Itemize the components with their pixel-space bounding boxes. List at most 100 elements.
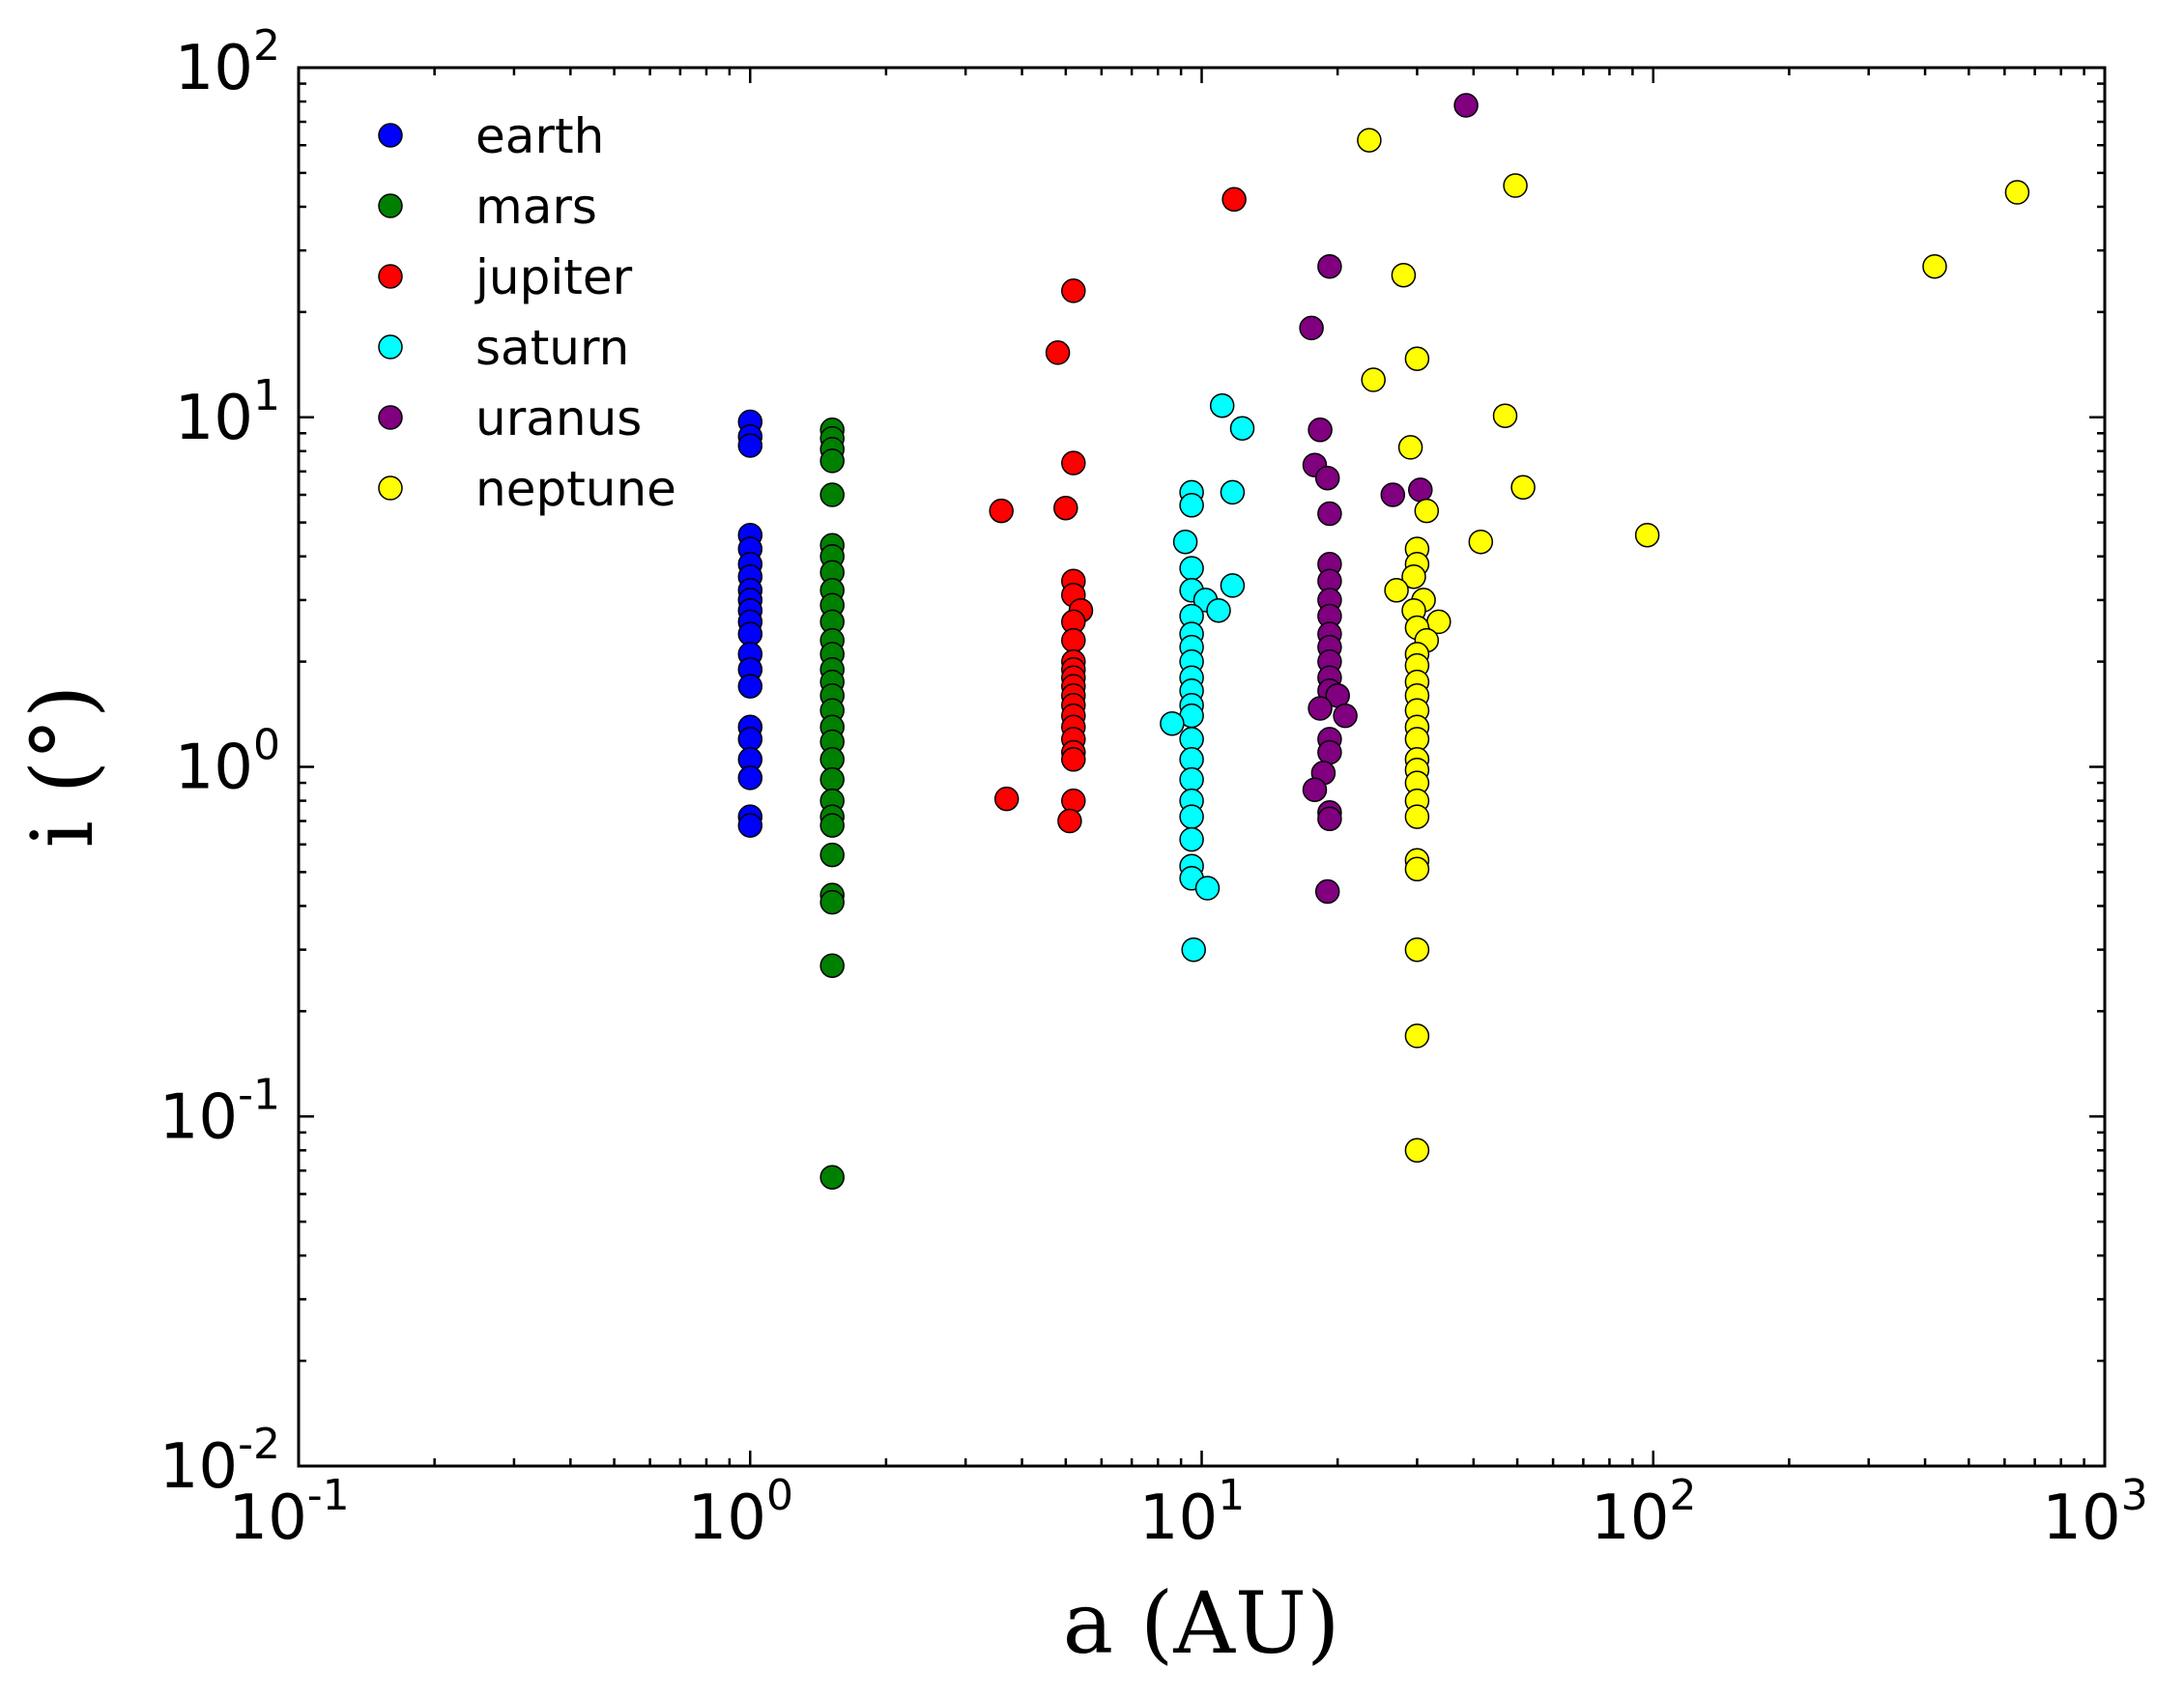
y-tick-label: 101 (175, 371, 280, 454)
point-jupiter (1061, 747, 1086, 772)
point-uranus (1299, 315, 1324, 341)
legend-marker-saturn (378, 334, 403, 360)
point-jupiter (1053, 495, 1078, 521)
point-jupiter (1061, 627, 1086, 653)
y-tick-label: 10-2 (159, 1420, 280, 1503)
legend-label-neptune: neptune (475, 461, 676, 517)
x-axis-label: a (AU) (1063, 1573, 1340, 1673)
point-neptune (1397, 435, 1423, 460)
legend-label-mars: mars (475, 179, 597, 235)
x-tick-label: 10-1 (228, 1471, 349, 1554)
plot-frame (297, 66, 2107, 1468)
legend-label-jupiter: jupiter (474, 249, 633, 305)
point-jupiter (1061, 450, 1086, 475)
point-neptune (1404, 1137, 1430, 1164)
data-points (737, 93, 2030, 1190)
legend-marker-earth (378, 123, 403, 148)
point-neptune (1404, 856, 1430, 882)
point-saturn (1181, 936, 1206, 963)
point-earth (737, 813, 763, 838)
point-earth (737, 674, 763, 699)
point-uranus (1317, 806, 1342, 832)
point-uranus (1317, 501, 1342, 527)
legend-marker-uranus (378, 405, 403, 430)
x-tick-label: 100 (688, 1471, 793, 1554)
point-neptune (1361, 367, 1386, 392)
point-uranus (1314, 465, 1340, 491)
point-neptune (1510, 475, 1536, 501)
point-mars (819, 448, 845, 474)
legend-marker-mars (378, 193, 403, 218)
point-saturn (1194, 876, 1221, 901)
point-uranus (1380, 482, 1406, 507)
point-neptune (1492, 403, 1518, 428)
point-neptune (1414, 498, 1440, 524)
point-neptune (1384, 578, 1409, 603)
x-tick-label: 101 (1139, 1471, 1245, 1554)
point-saturn (1179, 493, 1204, 518)
point-mars (819, 1165, 845, 1190)
legend-label-earth: earth (475, 108, 604, 164)
point-jupiter (1061, 788, 1086, 814)
point-saturn (1220, 573, 1246, 598)
point-saturn (1206, 597, 1231, 623)
point-jupiter (1061, 278, 1086, 303)
x-tick-label: 103 (2042, 1471, 2147, 1554)
point-uranus (1302, 777, 1328, 802)
point-mars (819, 842, 845, 868)
point-saturn (1172, 529, 1198, 555)
point-mars (819, 953, 845, 978)
x-tick-label: 102 (1591, 1471, 1696, 1554)
legend-label-uranus: uranus (475, 390, 642, 446)
point-neptune (1404, 804, 1430, 829)
point-uranus (1408, 477, 1433, 503)
point-uranus (1308, 696, 1333, 721)
point-neptune (1634, 522, 1660, 548)
point-jupiter (993, 786, 1020, 812)
point-saturn (1209, 392, 1235, 418)
point-neptune (2004, 180, 2030, 205)
legend-marker-jupiter (378, 264, 403, 289)
point-uranus (1314, 878, 1340, 905)
point-uranus (1333, 703, 1358, 729)
point-mars (819, 482, 845, 507)
point-saturn (1179, 804, 1204, 829)
point-saturn (1179, 766, 1204, 792)
y-tick-label: 100 (175, 721, 280, 804)
point-saturn (1220, 479, 1246, 505)
point-neptune (1404, 346, 1430, 371)
point-uranus (1453, 93, 1479, 118)
y-tick-label: 102 (175, 21, 280, 104)
point-mars (819, 889, 845, 915)
point-neptune (1401, 563, 1426, 590)
point-saturn (1229, 416, 1255, 441)
point-earth (737, 765, 763, 791)
point-neptune (1404, 1023, 1430, 1049)
y-tick-label: 10-1 (159, 1070, 280, 1153)
y-axis-label: i (°) (13, 685, 112, 849)
point-mars (819, 813, 845, 838)
point-saturn (1160, 710, 1185, 736)
point-jupiter (1221, 187, 1247, 213)
legend-label-saturn: saturn (475, 320, 629, 376)
legend-marker-neptune (378, 475, 403, 501)
point-neptune (1922, 253, 1947, 279)
point-uranus (1317, 253, 1342, 279)
point-neptune (1391, 262, 1417, 288)
point-uranus (1317, 739, 1342, 765)
point-jupiter (989, 498, 1014, 524)
point-saturn (1179, 556, 1204, 581)
legend: earth mars jupiter saturn uranus neptune (378, 108, 676, 517)
point-saturn (1179, 826, 1204, 852)
point-uranus (1308, 417, 1333, 443)
point-mars (819, 766, 845, 792)
point-jupiter (1045, 340, 1071, 365)
point-earth (737, 433, 763, 458)
point-neptune (1503, 173, 1528, 198)
point-neptune (1468, 529, 1494, 555)
point-neptune (1404, 936, 1430, 963)
point-neptune (1357, 128, 1382, 153)
point-jupiter (1057, 808, 1082, 834)
